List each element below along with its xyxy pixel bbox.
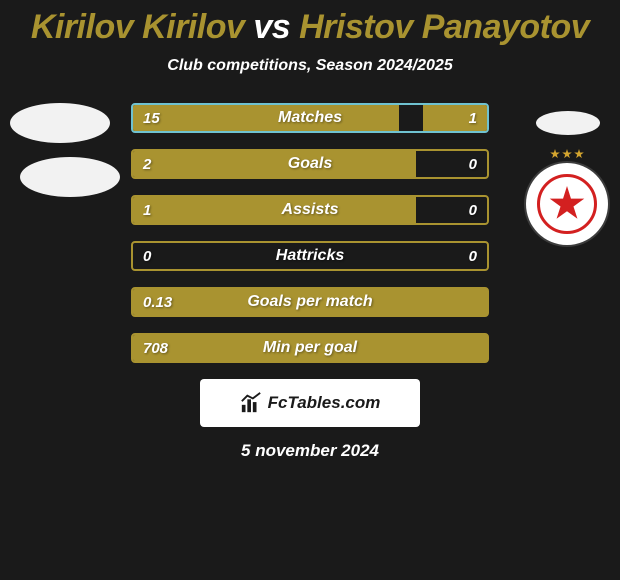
stat-value-left: 0.13 [143, 294, 172, 311]
stat-row-min-per-goal: Min per goal 708 [131, 333, 489, 363]
club-badge-cska [526, 163, 608, 245]
stat-value-right: 1 [469, 110, 477, 127]
stat-value-right: 0 [469, 156, 477, 173]
stat-value-left: 1 [143, 202, 151, 219]
player1-name: Kirilov Kirilov [31, 8, 245, 46]
bar-fill-left [133, 105, 399, 131]
stat-value-left: 15 [143, 110, 160, 127]
stat-row-matches: Matches 15 1 [131, 103, 489, 133]
player1-club-placeholder [536, 111, 600, 135]
bar-fill-right [423, 105, 487, 131]
player2-name: Hristov Panayotov [299, 8, 589, 46]
club-stars [550, 149, 584, 159]
stat-label: Goals per match [247, 293, 372, 311]
vs-label: vs [253, 8, 290, 46]
stat-value-left: 0 [143, 248, 151, 265]
player1-photo-placeholder [10, 103, 110, 143]
date-label: 5 november 2024 [0, 441, 620, 461]
stats-bars: Matches151Goals20Assists10Hattricks00Goa… [131, 103, 489, 363]
comparison-title: Kirilov Kirilov vs Hristov Panayotov [0, 0, 620, 47]
stat-value-left: 708 [143, 340, 168, 357]
stat-label: Goals [288, 155, 332, 173]
player2-photo-placeholder [20, 157, 120, 197]
star-icon [574, 149, 584, 159]
stat-row-hattricks: Hattricks 0 0 [131, 241, 489, 271]
star-icon [562, 149, 572, 159]
stat-label: Assists [282, 201, 339, 219]
stat-value-left: 2 [143, 156, 151, 173]
stat-row-goals: Goals 2 0 [131, 149, 489, 179]
bar-fill-left [133, 197, 416, 223]
bar-fill-left [133, 151, 416, 177]
club-star-icon [549, 186, 585, 222]
club-badge-ring [537, 174, 597, 234]
chart-icon [240, 392, 262, 414]
stat-value-right: 0 [469, 202, 477, 219]
subtitle: Club competitions, Season 2024/2025 [0, 57, 620, 75]
stat-value-right: 0 [469, 248, 477, 265]
star-icon [550, 149, 560, 159]
stat-row-goals-per-match: Goals per match 0.13 [131, 287, 489, 317]
stat-label: Min per goal [263, 339, 357, 357]
content-area: Matches151Goals20Assists10Hattricks00Goa… [0, 103, 620, 461]
stat-label: Hattricks [276, 247, 344, 265]
stat-row-assists: Assists 1 0 [131, 195, 489, 225]
stat-label: Matches [278, 109, 342, 127]
brand-text: FcTables.com [268, 393, 381, 413]
brand-badge: FcTables.com [200, 379, 420, 427]
